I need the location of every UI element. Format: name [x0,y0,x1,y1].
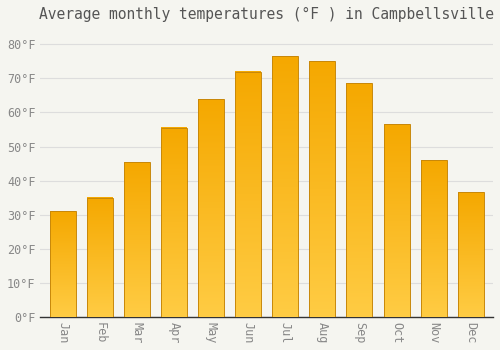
Bar [420,160,446,317]
Bar [161,128,187,317]
Bar [124,162,150,317]
Bar [310,61,336,317]
Bar [86,198,113,317]
Bar [272,56,298,317]
Bar [384,124,409,317]
Bar [198,99,224,317]
Title: Average monthly temperatures (°F ) in Campbellsville: Average monthly temperatures (°F ) in Ca… [39,7,494,22]
Bar [235,71,261,317]
Bar [50,211,76,317]
Bar [346,84,372,317]
Bar [458,193,484,317]
